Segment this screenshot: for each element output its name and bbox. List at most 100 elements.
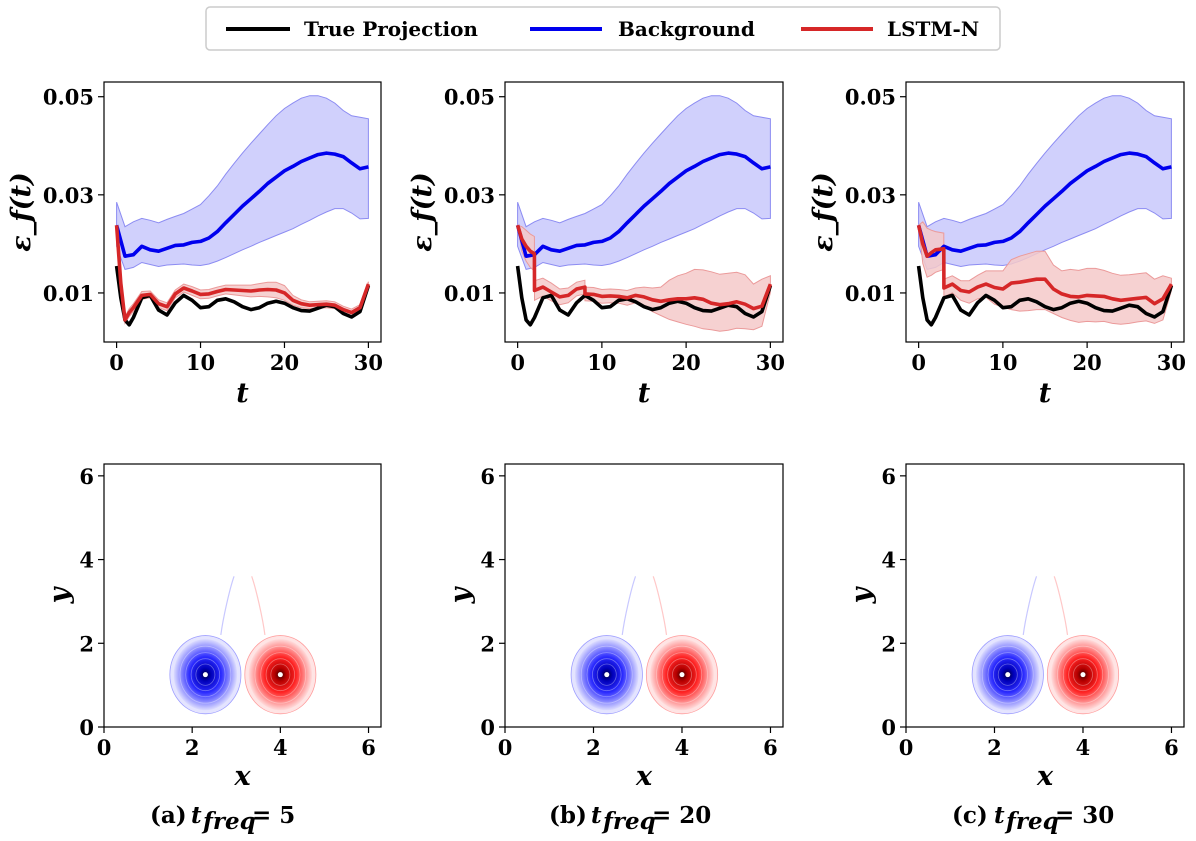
caption-c: (c) t freq = 30 <box>952 802 1114 835</box>
negative-vortex-contour <box>580 645 633 704</box>
y-axis-label: y <box>445 585 476 604</box>
x-axis-label: x <box>1036 761 1054 792</box>
negative-vortex-contour <box>987 652 1028 698</box>
y-tick-label: 0.05 <box>845 85 896 110</box>
vortex-tail-positive <box>1053 576 1069 635</box>
x-tick-label: 0 <box>109 350 124 375</box>
legend-label-lstm: LSTM-N <box>887 17 979 41</box>
positive-vortex-contour <box>1062 652 1104 698</box>
positive-vortex-contour <box>265 658 296 692</box>
y-tick-label: 0.03 <box>444 183 495 208</box>
x-tick-label: 0 <box>899 735 914 760</box>
negative-vortex-contour <box>179 645 232 704</box>
line-chart-0: 0 10 20 30 0.01 0.03 0.05 t ε_f(t) <box>6 81 383 409</box>
x-tick-label: 4 <box>1076 735 1091 760</box>
caption-a-sub: freq <box>201 808 256 835</box>
y-tick-label: 0 <box>79 715 94 740</box>
x-tick-label: 30 <box>1157 350 1186 375</box>
negative-vortex-contour <box>981 645 1034 704</box>
caption-a-var: t <box>191 802 202 829</box>
positive-vortex-contour <box>661 652 703 698</box>
positive-vortex-contour <box>667 658 697 692</box>
axes-frame <box>504 463 784 728</box>
band-background <box>517 95 771 270</box>
x-tick-label: 30 <box>756 350 785 375</box>
caption-a-eq: = 5 <box>252 802 295 829</box>
series-line-true-projection <box>114 265 371 327</box>
y-axis-label: ε_f(t) <box>808 172 839 252</box>
x-tick-label: 0 <box>498 735 513 760</box>
y-tick-label: 0.01 <box>845 281 896 306</box>
negative-vortex-contour <box>195 663 216 686</box>
series-line-lstm-n <box>114 225 371 322</box>
series-line-lstm-n <box>515 224 773 311</box>
vortex-tail-negative <box>220 576 235 635</box>
caption-b-prefix: (b) <box>549 802 587 829</box>
x-tick-label: 2 <box>987 735 1002 760</box>
contour-plot-4: 0 2 4 6 0 2 4 6 x y <box>445 463 784 792</box>
legend: True Projection Background LSTM-N <box>205 6 1001 51</box>
series-line-background <box>515 151 771 258</box>
x-tick-label: 0 <box>97 735 112 760</box>
axes-frame <box>905 463 1185 728</box>
x-tick-label: 20 <box>672 350 701 375</box>
y-axis-label: ε_f(t) <box>407 172 438 252</box>
band-background <box>918 95 1172 270</box>
vortex-tail-negative <box>1022 576 1038 635</box>
caption-b-var: t <box>591 802 602 829</box>
negative-vortex-center <box>604 672 610 678</box>
axes-frame <box>504 81 784 343</box>
x-tick-label: 0 <box>510 350 525 375</box>
axes-frame <box>103 81 382 343</box>
negative-vortex-center <box>202 672 208 678</box>
y-axis-label: y <box>44 585 75 604</box>
positive-vortex-contour <box>1057 645 1109 704</box>
vortex-tail-positive <box>251 576 266 635</box>
x-tick-label: 6 <box>1164 735 1179 760</box>
negative-vortex-contour <box>596 663 617 686</box>
y-tick-label: 4 <box>79 548 94 573</box>
x-axis-label: t <box>638 378 651 409</box>
y-tick-label: 6 <box>881 464 896 489</box>
y-tick-label: 0.05 <box>444 85 495 110</box>
positive-vortex-center <box>277 672 283 678</box>
y-tick-label: 2 <box>480 631 495 656</box>
y-tick-label: 6 <box>79 464 94 489</box>
y-tick-label: 0 <box>480 715 495 740</box>
negative-vortex-contour <box>592 658 622 692</box>
x-tick-label: 4 <box>273 735 288 760</box>
positive-vortex-contour <box>672 663 692 686</box>
x-axis-label: x <box>635 761 653 792</box>
caption-c-eq: = 30 <box>1055 802 1114 829</box>
vortex-tail-negative <box>621 576 637 635</box>
series-line-true-projection <box>515 265 773 327</box>
contour-plot-3: 0 2 4 6 0 2 4 6 x y <box>44 463 382 792</box>
caption-a-prefix: (a) <box>150 802 187 829</box>
x-tick-label: 20 <box>270 350 299 375</box>
line-chart-2: 0 10 20 30 0.01 0.03 0.05 t ε_f(t) <box>808 81 1186 409</box>
negative-vortex-contour <box>185 652 226 698</box>
legend-label-background: Background <box>618 17 755 41</box>
x-axis-label: x <box>233 761 251 792</box>
x-tick-label: 0 <box>911 350 926 375</box>
x-tick-label: 4 <box>675 735 690 760</box>
caption-c-sub: freq <box>1004 808 1059 835</box>
vortex-tail-positive <box>652 576 668 635</box>
y-tick-label: 0.01 <box>444 281 495 306</box>
x-tick-label: 6 <box>763 735 778 760</box>
y-axis-label: y <box>846 585 877 604</box>
legend-label-truth: True Projection <box>304 17 478 41</box>
positive-vortex-contour <box>1073 663 1093 686</box>
x-tick-label: 10 <box>988 350 1017 375</box>
series-line-background <box>916 151 1172 258</box>
caption-b: (b) t freq = 20 <box>549 802 711 835</box>
caption-c-prefix: (c) <box>952 802 988 829</box>
y-tick-label: 0.03 <box>845 183 896 208</box>
positive-vortex-contour <box>254 645 307 704</box>
positive-vortex-contour <box>260 652 301 698</box>
y-tick-label: 0.03 <box>43 183 94 208</box>
caption-c-var: t <box>994 802 1005 829</box>
negative-vortex-contour <box>586 652 627 698</box>
y-tick-label: 2 <box>79 631 94 656</box>
positive-vortex-contour <box>656 645 708 704</box>
